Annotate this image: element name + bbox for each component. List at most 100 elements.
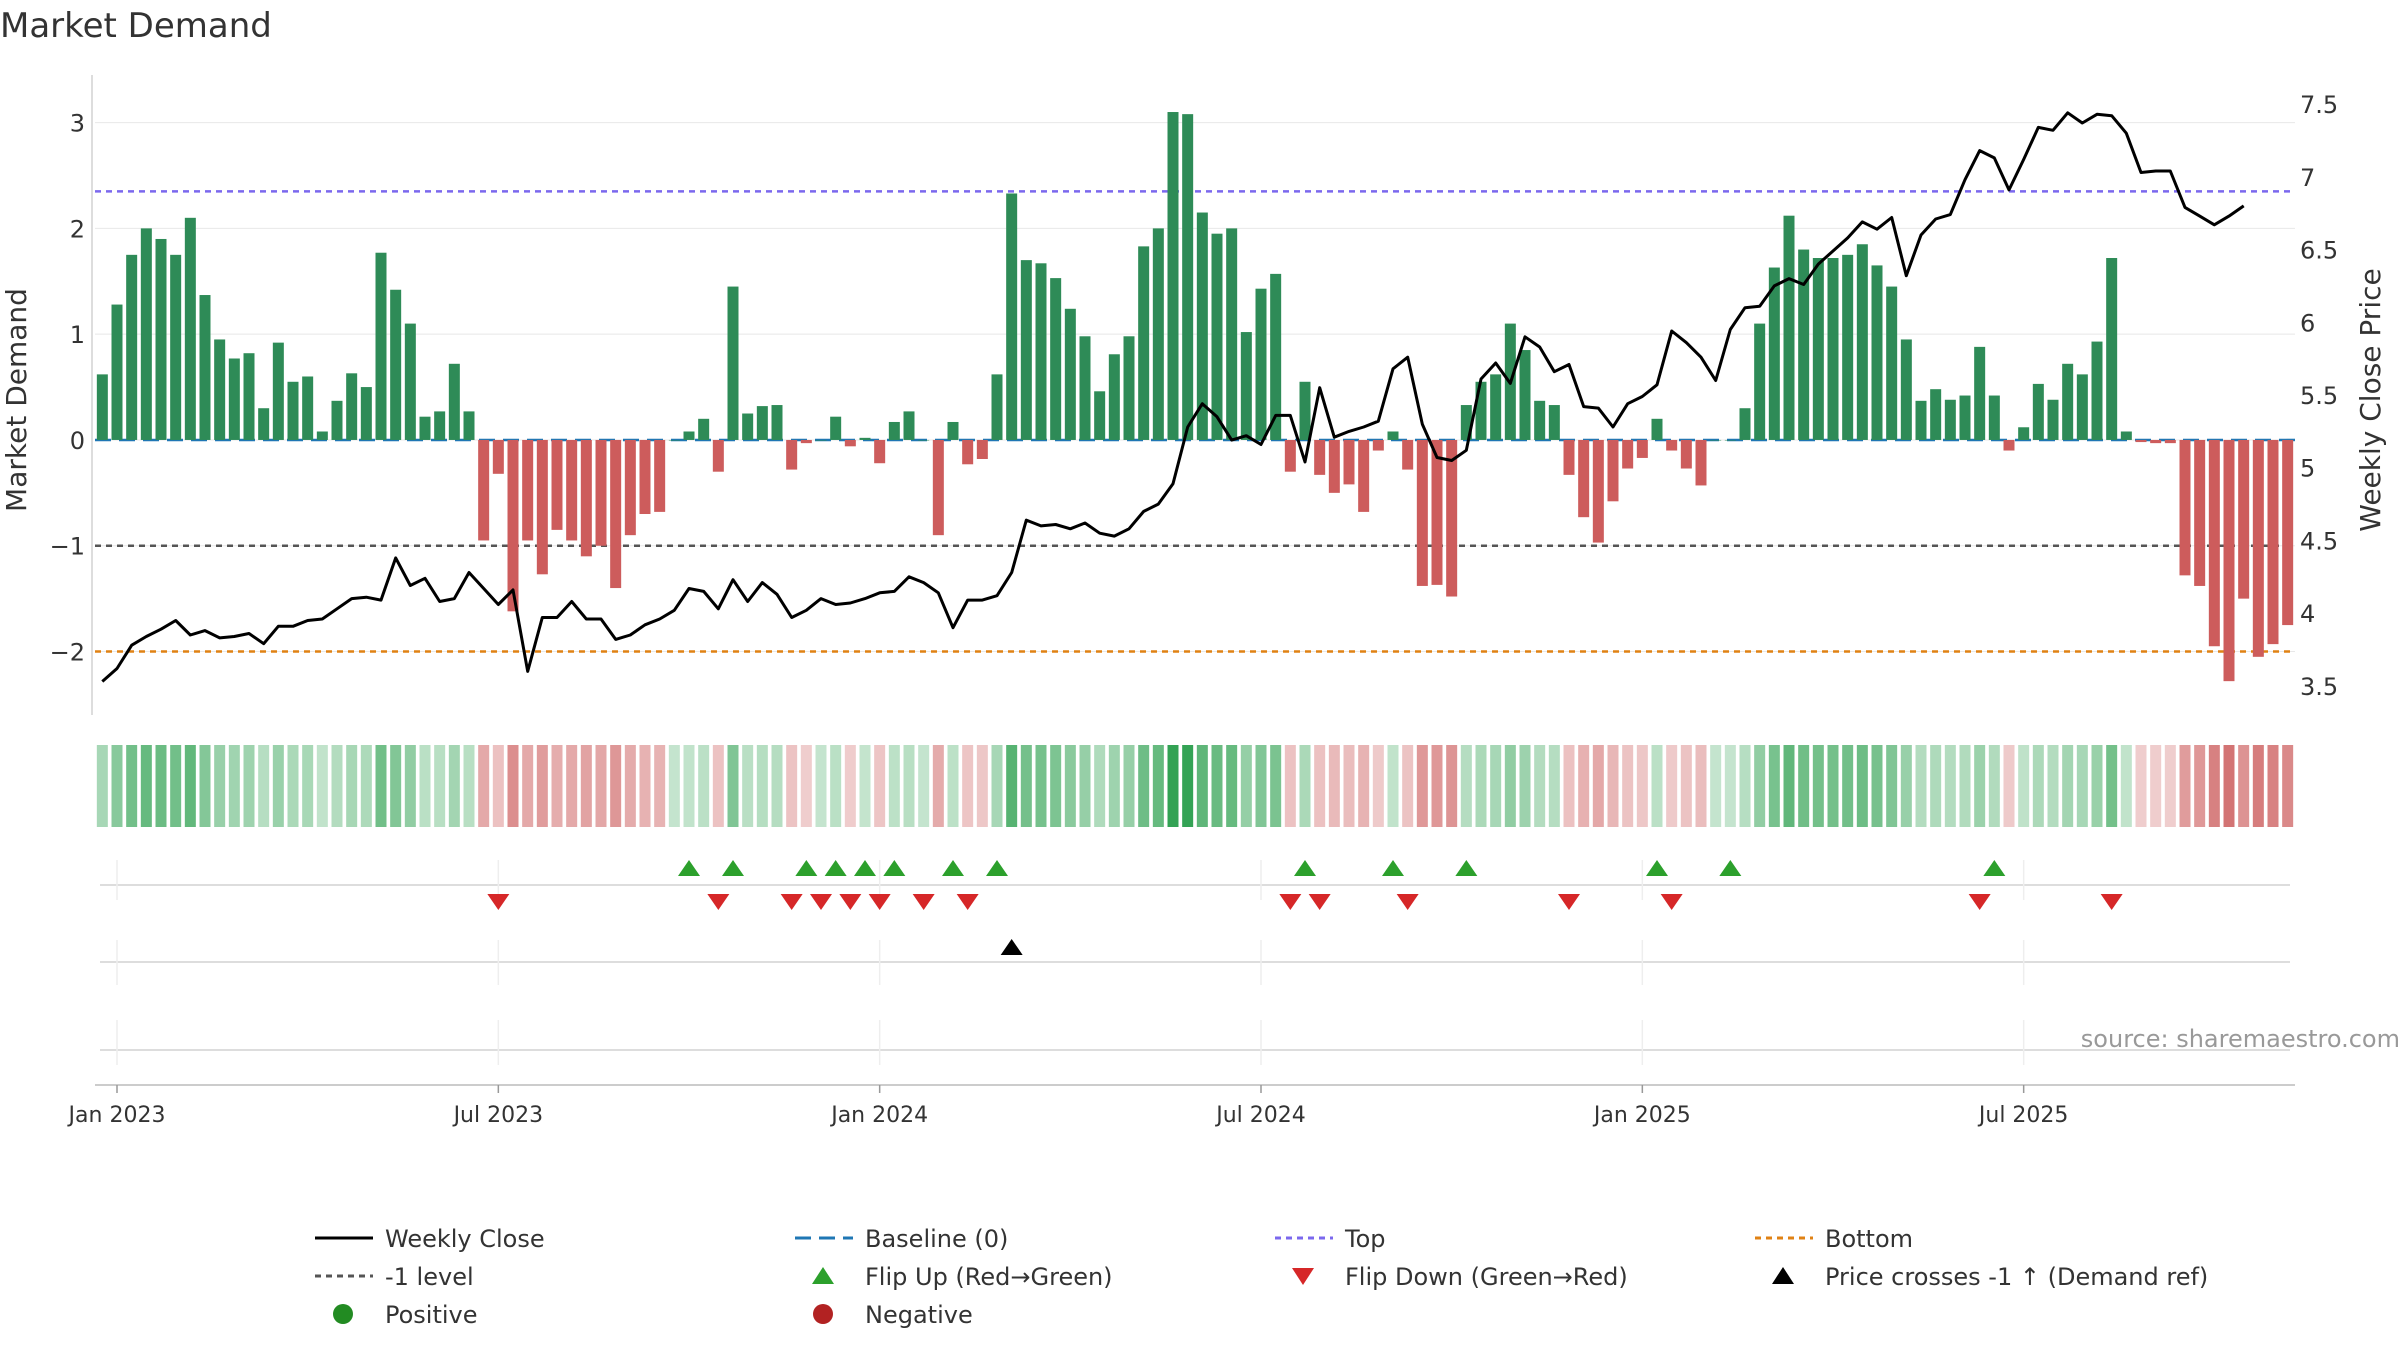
demand-bar: [1915, 400, 1927, 440]
x-tick-label: Jan 2025: [1592, 1103, 1691, 1128]
demand-bar: [1812, 258, 1824, 440]
heat-cell: [903, 745, 915, 827]
legend-item: Baseline (0): [795, 1225, 1008, 1253]
demand-bar: [1079, 336, 1091, 440]
y-tick-right: 6.5: [2300, 237, 2338, 265]
flip-down-marker: [1558, 894, 1580, 910]
flip-down-marker: [2100, 894, 2123, 910]
demand-bar: [1519, 350, 1531, 440]
demand-bar: [434, 411, 446, 440]
y-tick-right: 7.5: [2300, 91, 2338, 119]
axes: 3 2 1 0 −1 −2 7.5 7 6.5 6 5.5 5 4.5 4 3.5: [50, 75, 2338, 715]
heat-cell: [624, 745, 636, 827]
demand-bar: [2194, 439, 2206, 586]
demand-bar: [756, 406, 768, 440]
grid-lines: [95, 122, 2295, 653]
heat-cell: [932, 745, 944, 827]
weekly-close-line: [101, 111, 2245, 683]
heat-cell: [962, 745, 974, 827]
demand-bar: [800, 439, 812, 444]
demand-bar: [1563, 439, 1575, 475]
demand-bar: [1548, 405, 1560, 440]
heat-cell: [1988, 745, 2000, 827]
demand-bar: [2267, 439, 2279, 645]
y-axis-label-right: Weekly Close Price: [2354, 268, 2387, 531]
heat-cell: [522, 745, 534, 827]
heat-cell: [2223, 745, 2235, 827]
legend-item: Price crosses -1 ↑ (Demand ref): [1772, 1263, 2208, 1291]
heat-cell: [2135, 745, 2147, 827]
heat-cell: [1035, 745, 1047, 827]
demand-bar: [1578, 439, 1590, 518]
heat-cell: [1886, 745, 1898, 827]
heat-cell: [1710, 745, 1722, 827]
heat-cell: [830, 745, 842, 827]
heat-cell: [419, 745, 431, 827]
heat-cell: [1680, 745, 1692, 827]
flip-down-marker: [1660, 894, 1683, 910]
heat-cell: [1255, 745, 1267, 827]
demand-bar: [947, 421, 959, 440]
x-tick-label: Jul 2025: [1977, 1103, 2069, 1128]
heat-cell: [742, 745, 754, 827]
demand-bar: [976, 439, 988, 459]
demand-bar: [1783, 215, 1795, 440]
legend-label: Bottom: [1825, 1225, 1913, 1253]
demand-bar: [1431, 439, 1443, 585]
flip-up-marker: [824, 860, 847, 876]
heat-cell: [2106, 745, 2118, 827]
demand-bar: [1886, 286, 1898, 440]
demand-bar: [1240, 332, 1252, 440]
legend-label: Positive: [385, 1301, 478, 1329]
heat-cell: [536, 745, 548, 827]
demand-bar: [1974, 346, 1986, 440]
demand-bar: [1226, 228, 1238, 440]
y-tick-right: 5: [2300, 455, 2315, 483]
demand-bar: [1636, 439, 1648, 458]
heat-cell: [2252, 745, 2264, 827]
demand-bar: [522, 439, 534, 541]
flip-up-marker: [883, 860, 906, 876]
heat-cell: [1079, 745, 1091, 827]
heat-cell: [1416, 745, 1428, 827]
x-tick-label: Jul 2024: [1214, 1103, 1306, 1128]
heat-cell: [228, 745, 240, 827]
flip-down-marker: [839, 894, 862, 910]
heat-cell: [1915, 745, 1927, 827]
flip-down-marker: [1968, 894, 1991, 910]
demand-bar: [2223, 439, 2235, 682]
demand-bar: [1768, 267, 1780, 440]
y-tick-right: 7: [2300, 164, 2315, 192]
y-tick-left: 0: [70, 427, 85, 455]
heat-cell: [448, 745, 460, 827]
heat-cell: [258, 745, 270, 827]
y-tick-left: −2: [50, 639, 85, 667]
legend-item: Negative: [813, 1301, 973, 1329]
heat-cell: [478, 745, 490, 827]
flip-down-marker: [912, 894, 935, 910]
demand-bar: [419, 416, 431, 440]
heat-cell: [1460, 745, 1472, 827]
demand-bar: [1622, 439, 1634, 469]
heat-cell: [1372, 745, 1384, 827]
demand-bar: [302, 376, 314, 440]
heat-cell: [1842, 745, 1854, 827]
demand-bar: [1842, 254, 1854, 440]
demand-bar: [932, 439, 944, 536]
legend-item: Bottom: [1755, 1225, 1913, 1253]
demand-bar: [786, 439, 798, 470]
demand-bar: [258, 408, 270, 440]
demand-bar: [1798, 249, 1810, 440]
demand-bar: [1050, 278, 1062, 440]
legend-item: -1 level: [315, 1263, 474, 1291]
heat-cell: [2164, 745, 2176, 827]
demand-bar: [1651, 418, 1663, 440]
y-tick-right: 4.5: [2300, 527, 2338, 555]
heat-cell: [1314, 745, 1326, 827]
heat-cell: [1431, 745, 1443, 827]
demand-bar: [170, 254, 182, 440]
legend-item: Flip Up (Red→Green): [812, 1263, 1113, 1291]
heat-cell: [1108, 745, 1120, 827]
heat-cell: [199, 745, 211, 827]
heat-cell: [243, 745, 255, 827]
